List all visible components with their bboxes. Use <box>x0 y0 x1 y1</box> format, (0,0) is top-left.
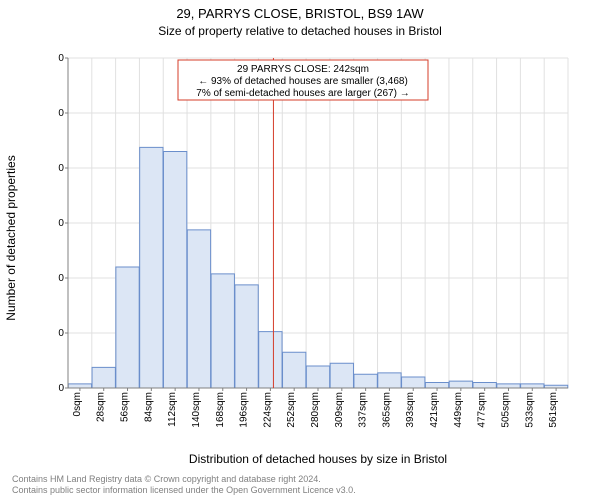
footer-attribution: Contains HM Land Registry data © Crown c… <box>12 474 356 496</box>
x-tick-label: 252sqm <box>286 392 297 428</box>
footer-line-1: Contains HM Land Registry data © Crown c… <box>12 474 356 485</box>
y-tick-label: 0 <box>58 383 64 394</box>
annotation-line: ← 93% of detached houses are smaller (3,… <box>198 76 408 87</box>
histogram-bar <box>92 367 115 388</box>
x-tick-label: 365sqm <box>381 392 392 428</box>
histogram-bar <box>330 363 353 388</box>
x-tick-label: 28sqm <box>96 392 107 422</box>
x-tick-label: 224sqm <box>262 392 273 428</box>
x-tick-label: 280sqm <box>310 392 321 428</box>
y-tick-label: 800 <box>58 163 64 174</box>
x-tick-label: 505sqm <box>500 392 511 428</box>
histogram-bar <box>473 383 496 389</box>
footer-line-2: Contains public sector information licen… <box>12 485 356 496</box>
x-tick-label: 337sqm <box>358 392 369 428</box>
histogram-bars <box>68 147 568 388</box>
histogram-bar <box>116 267 139 388</box>
x-tick-label: 449sqm <box>453 392 464 428</box>
chart-subtitle: Size of property relative to detached ho… <box>0 24 600 38</box>
x-tick-label: 84sqm <box>143 392 154 422</box>
histogram-bar <box>283 352 306 388</box>
histogram-bar <box>163 152 186 389</box>
y-tick-label: 400 <box>58 273 64 284</box>
x-tick-label: 140sqm <box>191 392 202 428</box>
x-tick-label: 393sqm <box>405 392 416 428</box>
x-tick-label: 0sqm <box>72 392 83 416</box>
y-axis-label: Number of detached properties <box>4 73 18 238</box>
histogram-plot: 0 200 400 600 800 1000 1200 0sqm 28sqm 56sqm 84sqm… <box>58 48 578 428</box>
histogram-bar <box>306 366 329 388</box>
histogram-bar <box>211 274 234 388</box>
x-axis-label: Distribution of detached houses by size … <box>58 452 578 466</box>
chart-title: 29, PARRYS CLOSE, BRISTOL, BS9 1AW <box>0 6 600 21</box>
y-tick-label: 600 <box>58 218 64 229</box>
histogram-bar <box>259 332 282 388</box>
histogram-bar <box>497 384 520 388</box>
x-tick-label: 196sqm <box>239 392 250 428</box>
chart-container: 29, PARRYS CLOSE, BRISTOL, BS9 1AW Size … <box>0 0 600 500</box>
histogram-bar <box>68 384 91 388</box>
histogram-bar <box>354 374 377 388</box>
y-tick-label: 1000 <box>58 108 64 119</box>
histogram-bar <box>378 373 401 388</box>
x-tick-label: 112sqm <box>167 392 178 427</box>
annotation-line: 7% of semi-detached houses are larger (2… <box>196 88 409 99</box>
y-tick-label: 1200 <box>58 53 64 64</box>
x-tick-label: 561sqm <box>548 392 559 428</box>
x-tick-label: 56sqm <box>120 392 131 422</box>
histogram-bar <box>449 381 472 388</box>
histogram-bar <box>521 384 544 388</box>
x-tick-label: 168sqm <box>215 392 226 428</box>
histogram-bar <box>235 285 258 388</box>
x-tick-label: 421sqm <box>429 392 440 428</box>
x-tick-label: 309sqm <box>334 392 345 428</box>
histogram-bar <box>402 377 425 388</box>
histogram-bar <box>187 230 210 388</box>
histogram-bar <box>140 147 163 388</box>
histogram-bar <box>425 383 448 389</box>
x-tick-label: 533sqm <box>524 392 535 428</box>
annotation-line: 29 PARRYS CLOSE: 242sqm <box>237 64 369 75</box>
x-tick-label: 477sqm <box>477 392 488 428</box>
y-tick-label: 200 <box>58 328 64 339</box>
